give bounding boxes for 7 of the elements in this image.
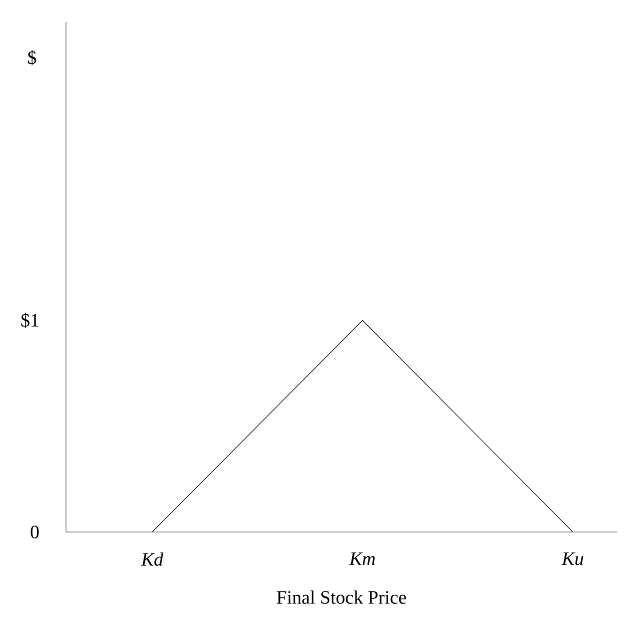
x-axis-title: Final Stock Price	[276, 590, 406, 604]
y-axis-title: $	[28, 50, 36, 66]
y-tick-label: $1	[21, 312, 38, 328]
y-tick-label: 0	[30, 526, 39, 538]
x-tick-label: Kd	[140, 552, 164, 566]
x-tick-label: Ku	[562, 552, 584, 566]
x-tick-label: Km	[349, 552, 375, 565]
